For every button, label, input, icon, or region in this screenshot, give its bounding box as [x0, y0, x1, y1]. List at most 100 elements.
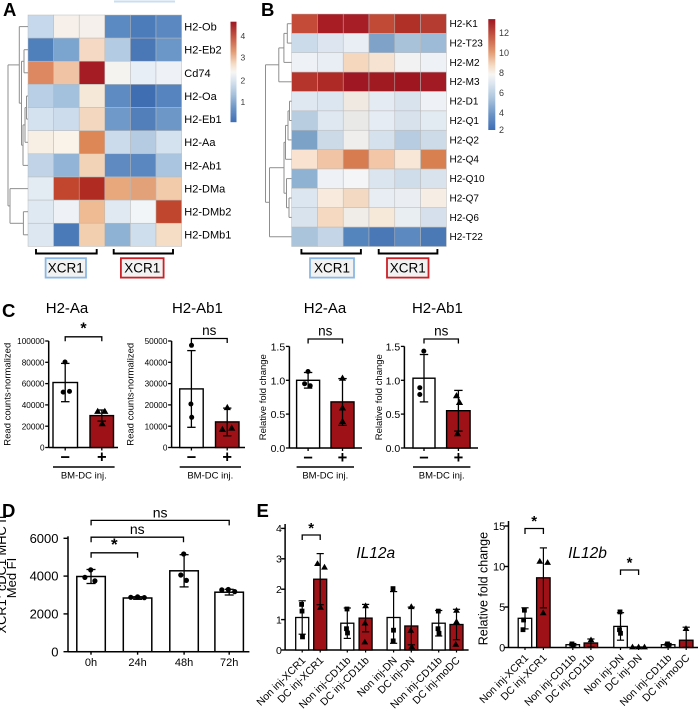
svg-text:XCR1: XCR1 [48, 261, 84, 276]
svg-text:100000: 100000 [17, 337, 45, 346]
svg-text:H2-Eb1: H2-Eb1 [184, 114, 221, 126]
svg-text:H2-DMb1: H2-DMb1 [184, 230, 231, 242]
svg-text:24h: 24h [128, 657, 146, 669]
svg-text:H2-DMb2: H2-DMb2 [184, 207, 231, 219]
svg-text:+: + [454, 449, 464, 467]
svg-text:BM-DC inj.: BM-DC inj. [419, 471, 465, 482]
svg-text:0: 0 [499, 643, 505, 655]
svg-text:5: 5 [499, 602, 505, 614]
svg-text:1.5: 1.5 [386, 341, 401, 353]
svg-text:−: − [187, 449, 197, 467]
svg-text:−: − [303, 449, 313, 467]
svg-text:Relative fold change: Relative fold change [477, 532, 491, 645]
svg-text:3: 3 [241, 53, 246, 63]
svg-text:H2-Q10: H2-Q10 [450, 174, 485, 185]
svg-text:B: B [261, 0, 274, 20]
svg-text:H2-Q7: H2-Q7 [450, 193, 480, 204]
svg-text:0: 0 [163, 444, 168, 453]
svg-text:1.0: 1.0 [386, 375, 401, 387]
svg-text:10000: 10000 [145, 422, 168, 431]
svg-text:ns: ns [153, 505, 168, 521]
svg-text:15: 15 [493, 521, 505, 533]
svg-text:0.5: 0.5 [386, 409, 401, 421]
svg-text:72h: 72h [220, 657, 238, 669]
svg-text:2: 2 [499, 125, 504, 135]
svg-text:20000: 20000 [22, 422, 45, 431]
svg-text:+: + [97, 449, 107, 467]
svg-text:+: + [222, 449, 232, 467]
svg-text:IL12b: IL12b [568, 545, 607, 562]
svg-text:BM-DC inj.: BM-DC inj. [302, 471, 348, 482]
svg-text:H2-Q6: H2-Q6 [450, 213, 480, 224]
svg-text:60000: 60000 [22, 380, 45, 389]
svg-text:0.5: 0.5 [271, 409, 286, 421]
svg-text:40000: 40000 [22, 401, 45, 410]
svg-text:80000: 80000 [22, 358, 45, 367]
svg-text:0.0: 0.0 [386, 443, 401, 455]
svg-text:H2-Aa: H2-Aa [184, 137, 216, 149]
svg-text:Med FI: Med FI [4, 558, 19, 598]
svg-text:H2-Oa: H2-Oa [184, 91, 217, 103]
svg-text:Relative fold change: Relative fold change [258, 354, 269, 440]
svg-text:XCR1: XCR1 [390, 261, 426, 276]
svg-text:48h: 48h [175, 657, 193, 669]
svg-text:*: * [111, 535, 118, 554]
svg-text:ns: ns [434, 324, 449, 339]
svg-text:H2-Ab1: H2-Ab1 [412, 300, 463, 317]
svg-text:C: C [2, 300, 15, 321]
svg-text:H2-Aa: H2-Aa [304, 300, 347, 317]
svg-text:0: 0 [51, 644, 58, 659]
svg-text:8: 8 [499, 68, 504, 78]
svg-text:4: 4 [276, 523, 282, 535]
svg-text:*: * [308, 520, 314, 537]
svg-text:6000: 6000 [30, 531, 59, 546]
svg-text:*: * [531, 513, 537, 530]
svg-text:IL12a: IL12a [356, 545, 395, 562]
svg-text:50000: 50000 [145, 337, 168, 346]
svg-text:2: 2 [241, 75, 246, 85]
svg-text:4: 4 [241, 31, 246, 41]
svg-text:ns: ns [202, 323, 217, 338]
svg-text:6: 6 [499, 88, 504, 98]
svg-text:E: E [257, 500, 269, 521]
svg-text:Cd74: Cd74 [184, 68, 210, 80]
svg-text:H2-D1: H2-D1 [450, 97, 479, 108]
svg-text:+: + [338, 449, 348, 467]
svg-text:0: 0 [276, 645, 282, 657]
svg-text:12: 12 [499, 28, 509, 38]
svg-text:H2-Ab1: H2-Ab1 [184, 160, 221, 172]
svg-text:3: 3 [276, 554, 282, 566]
svg-text:H2-Eb2: H2-Eb2 [184, 45, 221, 57]
svg-text:20000: 20000 [145, 401, 168, 410]
svg-text:−: − [60, 449, 70, 467]
svg-text:BM-DC inj.: BM-DC inj. [187, 471, 233, 482]
svg-text:Read counts-normalized: Read counts-normalized [2, 343, 13, 446]
svg-text:XCR1: XCR1 [314, 261, 350, 276]
svg-text:H2-Ab1: H2-Ab1 [172, 300, 223, 317]
svg-text:4: 4 [499, 108, 504, 118]
svg-text:XCR1: XCR1 [124, 261, 160, 276]
svg-text:1: 1 [276, 614, 282, 626]
svg-text:H2-K1: H2-K1 [450, 19, 479, 30]
svg-text:Read counts-normalized: Read counts-normalized [125, 343, 136, 446]
svg-text:0.0: 0.0 [271, 443, 286, 455]
svg-text:2: 2 [276, 584, 282, 596]
svg-text:ns: ns [130, 521, 145, 537]
svg-text:H2-M2: H2-M2 [450, 58, 480, 69]
svg-text:40000: 40000 [145, 358, 168, 367]
svg-text:H2-T23: H2-T23 [450, 39, 484, 50]
svg-text:H2-Q4: H2-Q4 [450, 155, 480, 166]
svg-text:0: 0 [40, 444, 45, 453]
svg-text:A: A [3, 0, 16, 20]
svg-text:H2-Q2: H2-Q2 [450, 135, 480, 146]
svg-text:H2-Aa: H2-Aa [46, 300, 89, 317]
svg-text:H2-Q1: H2-Q1 [450, 116, 480, 127]
svg-text:H2-DMa: H2-DMa [184, 184, 226, 196]
svg-text:10: 10 [499, 48, 509, 58]
svg-text:ns: ns [318, 324, 333, 339]
svg-text:−: − [419, 449, 429, 467]
svg-text:4000: 4000 [30, 569, 59, 584]
svg-text:2000: 2000 [30, 607, 59, 622]
svg-text:H2-T22: H2-T22 [450, 232, 484, 243]
svg-text:*: * [627, 555, 633, 572]
